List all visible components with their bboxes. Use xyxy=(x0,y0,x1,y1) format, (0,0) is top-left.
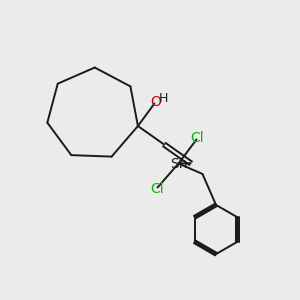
Text: H: H xyxy=(159,92,168,105)
Text: Sn: Sn xyxy=(170,157,187,170)
Text: Cl: Cl xyxy=(150,182,164,196)
Text: O: O xyxy=(150,95,161,109)
Text: Cl: Cl xyxy=(190,131,204,145)
